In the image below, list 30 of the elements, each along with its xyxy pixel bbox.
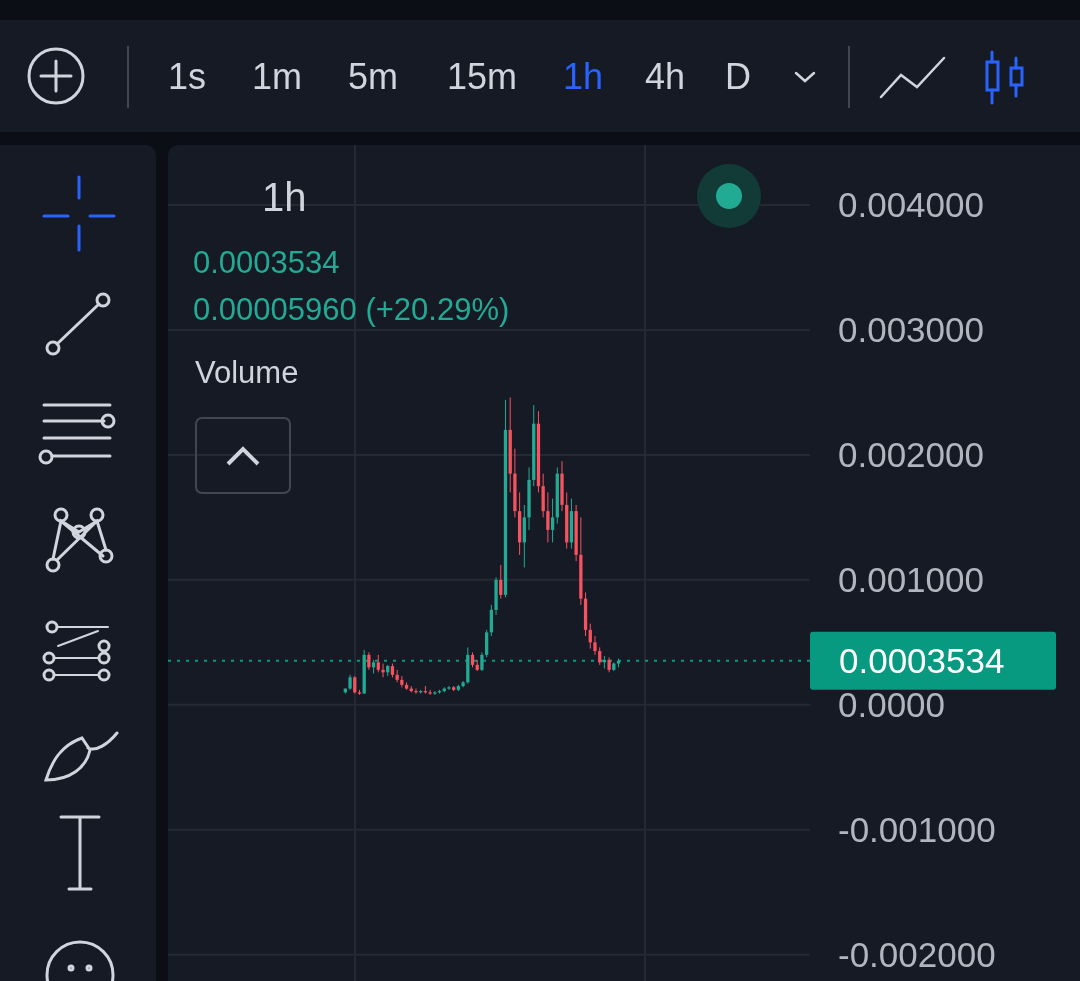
y-tick-label: 0.0000 bbox=[838, 685, 946, 725]
text: 4h bbox=[644, 55, 686, 97]
text: 1s bbox=[167, 55, 207, 97]
annotation: Volume bbox=[195, 354, 299, 390]
y-tick-label: 0.002000 bbox=[838, 435, 984, 475]
candlestick bbox=[485, 629, 489, 658]
annotation: 0.00005960 (+20.29%) bbox=[193, 291, 510, 327]
y-tick-label: -0.001000 bbox=[838, 810, 996, 850]
annotation: 0.0003534 bbox=[193, 244, 340, 280]
y-tick-label: 0.004000 bbox=[838, 185, 984, 225]
text: 15m bbox=[446, 55, 518, 97]
text: 1h bbox=[262, 175, 307, 219]
ref-line-label: 0.0003534 bbox=[839, 641, 1005, 681]
text: 5m bbox=[347, 55, 399, 97]
text: D bbox=[725, 55, 751, 97]
y-tick-label: 0.003000 bbox=[838, 310, 984, 350]
candlestick bbox=[414, 688, 418, 695]
candlestick bbox=[381, 663, 385, 678]
text: 1m bbox=[251, 55, 303, 97]
candlestick bbox=[428, 689, 432, 696]
candlestick bbox=[447, 685, 451, 691]
y-tick-label: -0.002000 bbox=[838, 935, 996, 975]
candlestick bbox=[480, 651, 484, 672]
candlestick bbox=[550, 498, 555, 543]
candlestick bbox=[400, 675, 404, 688]
candlestick bbox=[499, 564, 503, 600]
candlestick bbox=[546, 491, 550, 543]
text: 1h bbox=[562, 55, 604, 97]
candlestick bbox=[593, 635, 597, 656]
y-tick-label: 0.001000 bbox=[838, 560, 984, 600]
